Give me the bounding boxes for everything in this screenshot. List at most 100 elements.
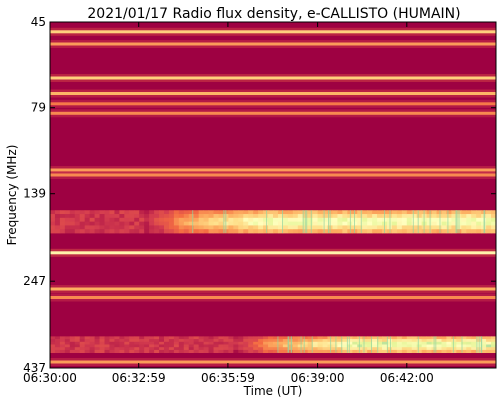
emission-cell — [332, 336, 338, 340]
emission-cell — [481, 347, 487, 351]
emission-cell — [183, 210, 190, 215]
band-72mhz — [50, 92, 496, 95]
emission-cell — [391, 214, 398, 219]
emission-cell — [486, 217, 492, 223]
emission-cell — [441, 336, 447, 340]
emission-cell — [243, 225, 249, 230]
emission-cell — [297, 210, 304, 215]
emission-cell — [297, 349, 304, 354]
emission-cell — [347, 347, 353, 351]
emission-cell — [163, 336, 170, 340]
emission-cell — [491, 217, 497, 223]
emission-cell — [134, 339, 140, 343]
emission-cell — [277, 344, 284, 348]
emission-cell — [401, 347, 408, 351]
emission-cell — [64, 349, 71, 354]
emission-cell — [307, 210, 314, 215]
emission-cell — [59, 225, 66, 230]
emission-cell — [114, 217, 120, 223]
emission-cell — [416, 221, 423, 226]
emission-cell — [178, 347, 185, 351]
emission-cell — [491, 210, 497, 215]
emission-cell — [491, 341, 497, 345]
emission-cell — [357, 210, 363, 215]
emission-cell — [79, 339, 86, 343]
emission-cell — [124, 336, 130, 340]
emission-cell — [292, 229, 299, 234]
emission-cell — [436, 336, 442, 340]
emission-cell — [491, 336, 497, 340]
emission-cell — [476, 225, 482, 230]
emission-cell — [362, 339, 368, 343]
emission-cell — [372, 210, 378, 215]
emission-cell — [466, 347, 472, 351]
emission-cell — [159, 336, 165, 340]
emission-cell — [406, 214, 413, 219]
emission-cell — [218, 341, 224, 345]
emission-cell — [263, 225, 269, 230]
emission-striation — [225, 210, 227, 233]
emission-cell — [491, 214, 497, 219]
emission-cell — [253, 341, 259, 345]
emission-cell — [154, 225, 160, 230]
emission-cell — [168, 210, 175, 215]
emission-cell — [154, 221, 160, 226]
emission-cell — [416, 336, 423, 340]
emission-cell — [54, 336, 61, 340]
emission-cell — [64, 221, 71, 226]
emission-cell — [297, 217, 304, 223]
emission-cell — [163, 341, 170, 345]
emission-cell — [159, 217, 165, 223]
emission-cell — [312, 336, 318, 340]
emission-cell — [332, 339, 338, 343]
emission-cell — [193, 221, 200, 226]
emission-cell — [50, 225, 56, 230]
emission-cell — [377, 210, 383, 215]
emission-cell — [94, 344, 100, 348]
emission-striation — [310, 210, 312, 233]
emission-cell — [337, 221, 343, 226]
emission-striation — [423, 210, 425, 233]
emission-cell — [134, 221, 140, 226]
emission-cell — [74, 221, 81, 226]
emission-cell — [258, 214, 264, 219]
emission-cell — [426, 221, 432, 226]
emission-cell — [213, 349, 219, 354]
emission-cell — [59, 344, 66, 348]
emission-cell — [372, 221, 378, 226]
heatmap-background — [50, 22, 496, 368]
emission-cell — [277, 341, 284, 345]
emission-cell — [89, 214, 95, 219]
emission-cell — [163, 347, 170, 351]
emission-cell — [193, 225, 200, 230]
emission-cell — [129, 336, 135, 340]
emission-cell — [149, 214, 155, 219]
emission-cell — [198, 344, 205, 348]
emission-cell — [213, 339, 219, 343]
emission-cell — [94, 225, 100, 230]
emission-striation — [288, 336, 290, 353]
emission-cell — [307, 217, 314, 223]
emission-striation — [461, 336, 463, 353]
emission-cell — [292, 339, 299, 343]
emission-cell — [109, 344, 115, 348]
emission-cell — [253, 336, 259, 340]
emission-cell — [163, 221, 170, 226]
emission-cell — [312, 217, 318, 223]
emission-cell — [54, 344, 61, 348]
emission-cell — [218, 349, 224, 354]
emission-cell — [297, 225, 304, 230]
emission-cell — [173, 221, 180, 226]
emission-cell — [322, 344, 328, 348]
emission-cell — [79, 347, 86, 351]
emission-cell — [352, 349, 358, 354]
emission-cell — [208, 349, 214, 354]
emission-cell — [114, 341, 120, 345]
emission-cell — [124, 344, 130, 348]
emission-cell — [74, 225, 81, 230]
emission-cell — [297, 214, 304, 219]
emission-cell — [386, 339, 393, 343]
emission-cell — [104, 344, 110, 348]
emission-cell — [486, 347, 492, 351]
emission-cell — [491, 229, 497, 234]
